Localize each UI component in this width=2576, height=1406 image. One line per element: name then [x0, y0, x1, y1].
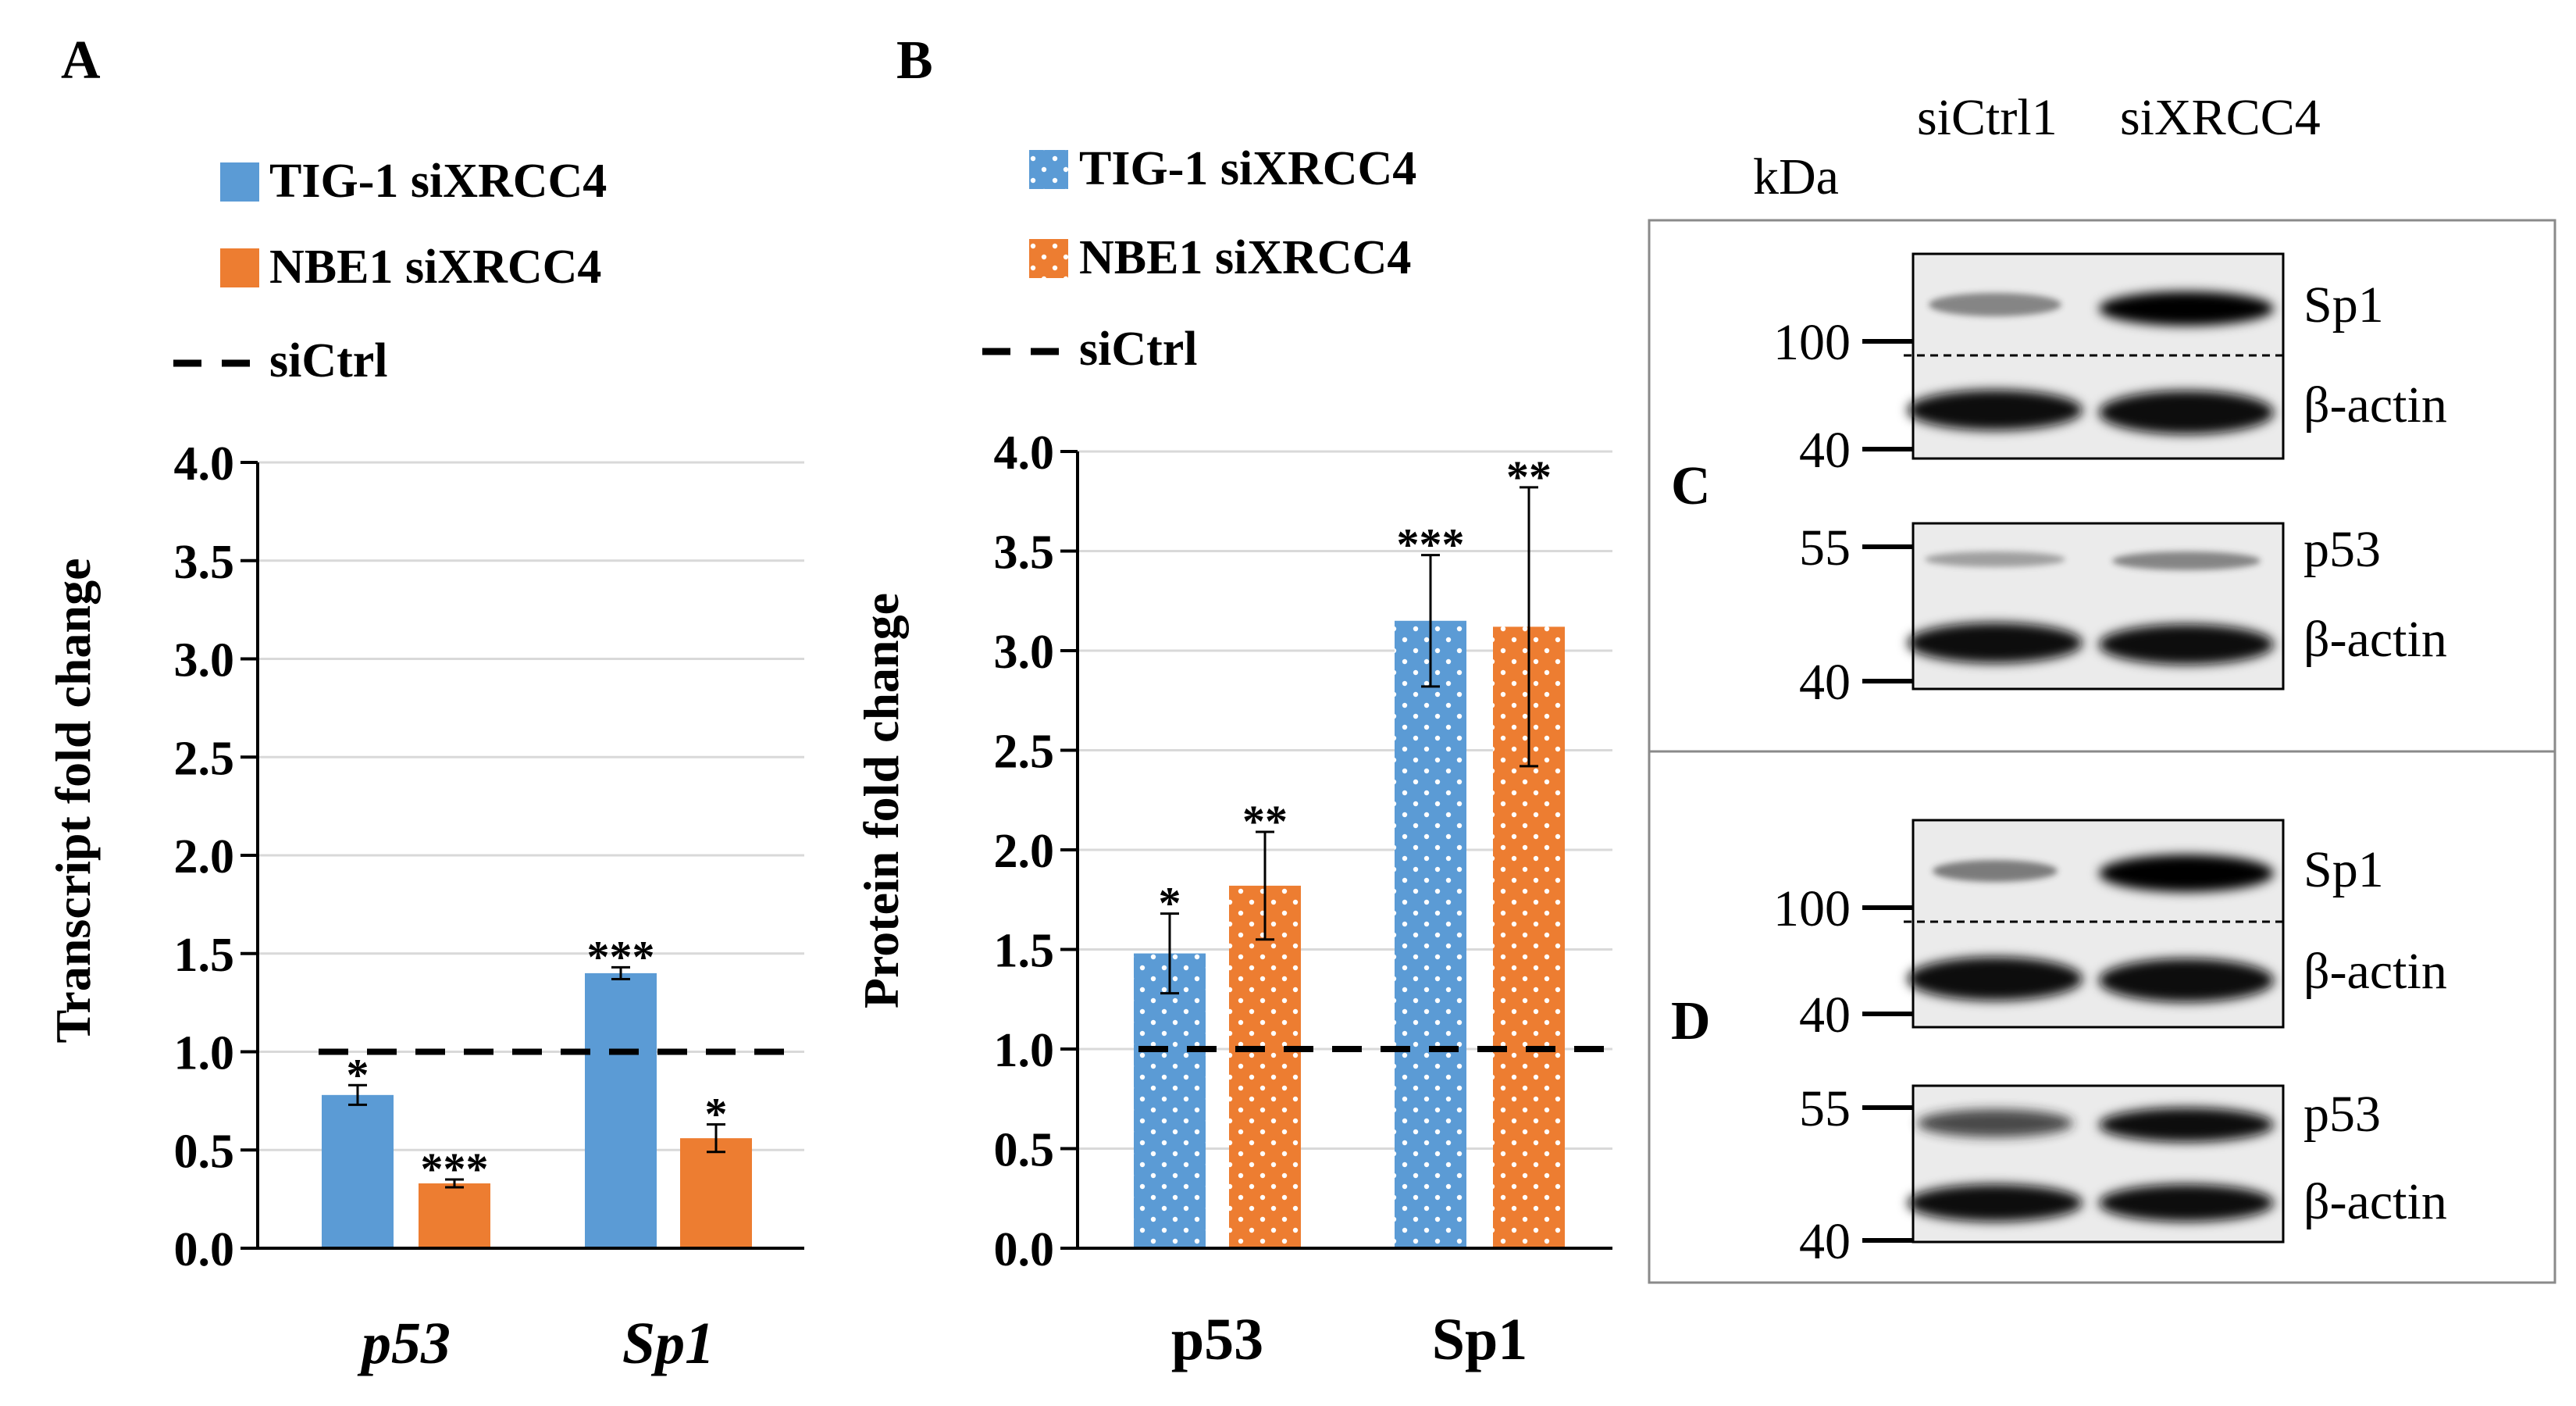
blot-d-sp1-membrane: 100 40 Sp1 β-actin	[1773, 819, 2447, 1044]
x-category-label: Sp1	[1432, 1307, 1528, 1372]
kda-label: kDa	[1753, 148, 1839, 205]
significance-label: ***	[1397, 519, 1465, 570]
legend-label-tig: TIG-1 siXRCC4	[1079, 142, 1416, 195]
y-tick-label: 0.5	[174, 1125, 235, 1178]
x-category-label: p53	[357, 1311, 451, 1376]
blot-c-p53-membrane: 55 40 p53 β-actin	[1799, 519, 2447, 711]
marker-label-55: 55	[1799, 519, 1851, 576]
significance-label: **	[1242, 796, 1288, 847]
band	[1908, 623, 2083, 663]
band	[1929, 293, 2061, 316]
blot-c-sp1-membrane: 100 40 Sp1 β-actin	[1773, 252, 2447, 479]
chart-b: TIG-1 siXRCC4 NBE1 siXRCC4 siCtrl Protei…	[853, 142, 1612, 1372]
blot-col-label-ctrl: siCtrl1	[1917, 89, 2058, 146]
blot-d-p53-membrane: 55 40 p53 β-actin	[1799, 1080, 2447, 1270]
protein-label-actin: β-actin	[2303, 611, 2447, 668]
y-axis-label: Transcript fold change	[45, 558, 101, 1043]
significance-label: *	[347, 1049, 369, 1100]
x-category-label: p53	[1171, 1307, 1263, 1372]
band	[1917, 1109, 2073, 1137]
legend-swatch-tig	[1029, 150, 1068, 189]
marker-label-55: 55	[1799, 1080, 1851, 1137]
significance-label: *	[1159, 878, 1181, 929]
band	[1933, 860, 2058, 882]
panel-label-b: B	[896, 30, 933, 91]
significance-label: ***	[421, 1144, 489, 1194]
bar	[1395, 620, 1466, 1248]
band	[2099, 624, 2274, 665]
western-blot-panel: siCtrl1 siXRCC4 kDa 100 40 Sp1 β-actin	[1648, 89, 2556, 1284]
marker-label-100: 100	[1773, 314, 1851, 371]
band	[1925, 551, 2065, 567]
marker-label-40: 40	[1799, 987, 1851, 1044]
y-tick-label: 1.5	[174, 929, 235, 982]
band	[2099, 958, 2274, 1002]
significance-label: *	[705, 1089, 728, 1140]
band	[2099, 291, 2274, 326]
x-category-label: Sp1	[622, 1311, 714, 1376]
legend-label-ref: siCtrl	[1079, 323, 1198, 376]
bar	[585, 972, 657, 1248]
y-axis-label: Protein fold change	[853, 593, 909, 1008]
legend-swatch-nbe	[1029, 239, 1068, 278]
marker-label-40: 40	[1799, 422, 1851, 479]
membrane	[1912, 522, 2285, 691]
y-tick-label: 0.0	[994, 1223, 1055, 1276]
panel-label-c: C	[1671, 456, 1711, 516]
band	[2099, 1108, 2274, 1142]
y-tick-label: 3.5	[174, 536, 235, 589]
bar	[1134, 953, 1206, 1248]
bar	[322, 1094, 394, 1248]
band	[1908, 390, 2083, 430]
protein-label-sp1: Sp1	[2303, 841, 2384, 898]
band	[1908, 957, 2083, 1001]
legend-swatch-tig	[220, 162, 259, 202]
blot-frame-d	[1648, 750, 2556, 1284]
band	[1908, 1184, 2083, 1222]
protein-label-actin: β-actin	[2303, 1173, 2447, 1230]
legend-swatch-nbe	[220, 248, 259, 287]
y-tick-label: 0.5	[994, 1124, 1055, 1177]
bar	[680, 1138, 752, 1248]
y-tick-label: 3.0	[994, 626, 1055, 679]
y-tick-label: 1.0	[994, 1024, 1055, 1077]
y-tick-label: 4.0	[174, 437, 235, 491]
bar	[1229, 885, 1301, 1248]
marker-label-100: 100	[1773, 880, 1851, 937]
bar	[419, 1183, 490, 1248]
band	[2099, 1184, 2274, 1222]
marker-label-40: 40	[1799, 654, 1851, 711]
legend-label-nbe: NBE1 siXRCC4	[269, 241, 601, 294]
y-tick-label: 1.0	[174, 1027, 235, 1080]
protein-label-sp1: Sp1	[2303, 277, 2384, 334]
y-tick-label: 1.5	[994, 925, 1055, 978]
significance-label: **	[1506, 451, 1552, 502]
protein-label-p53: p53	[2303, 1086, 2381, 1143]
panel-label-a: A	[61, 30, 101, 91]
panel-label-d: D	[1671, 991, 1711, 1051]
y-tick-label: 4.0	[994, 426, 1055, 480]
chart-a: TIG-1 siXRCC4 NBE1 siXRCC4 siCtrl Transc…	[45, 155, 804, 1376]
y-tick-label: 2.0	[994, 825, 1055, 878]
blot-col-label-xrcc4: siXRCC4	[2120, 89, 2321, 146]
protein-label-actin: β-actin	[2303, 376, 2447, 434]
protein-label-actin: β-actin	[2303, 943, 2447, 1000]
y-tick-label: 3.5	[994, 526, 1055, 580]
y-tick-label: 3.0	[174, 634, 235, 687]
y-tick-label: 2.5	[174, 732, 235, 785]
band	[2112, 551, 2261, 570]
protein-label-p53: p53	[2303, 521, 2381, 578]
legend-label-nbe: NBE1 siXRCC4	[1079, 231, 1411, 284]
band	[2099, 391, 2274, 434]
significance-label: ***	[587, 931, 655, 982]
legend-label-tig: TIG-1 siXRCC4	[269, 155, 607, 208]
marker-label-40: 40	[1799, 1213, 1851, 1270]
legend-label-ref: siCtrl	[269, 334, 388, 387]
y-tick-label: 2.0	[174, 830, 235, 883]
y-tick-label: 0.0	[174, 1223, 235, 1276]
band	[2099, 855, 2274, 892]
y-tick-label: 2.5	[994, 726, 1055, 779]
